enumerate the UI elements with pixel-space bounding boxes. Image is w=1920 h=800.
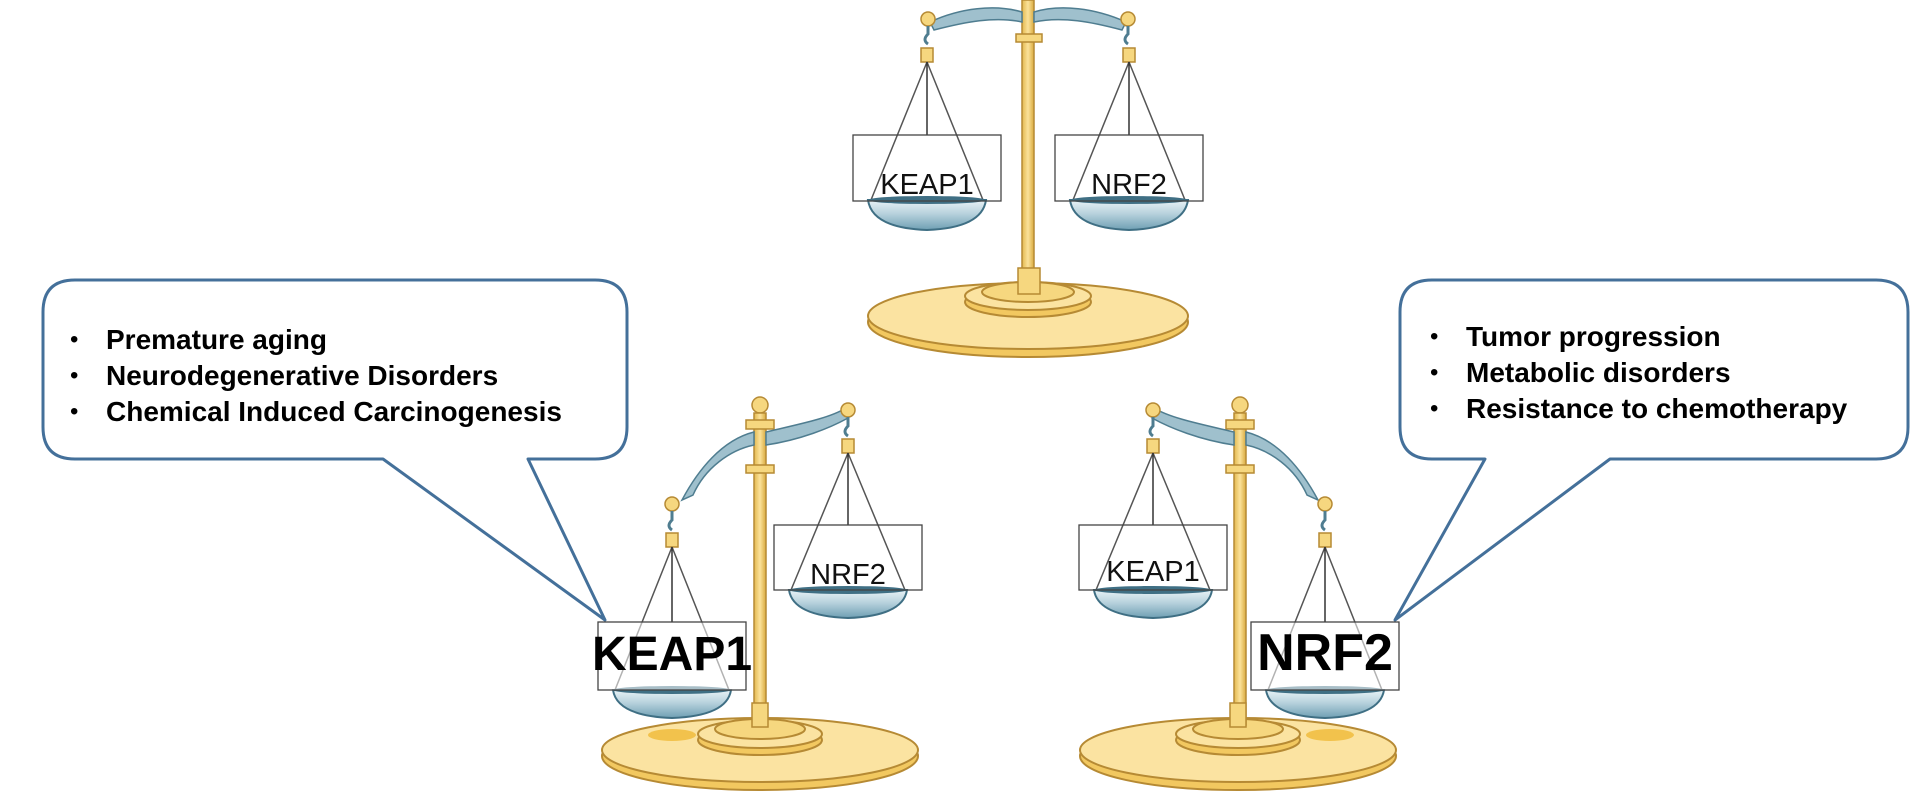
nrf2-dominant-right-label-box: NRF2 — [1250, 621, 1400, 691]
scale-post — [1225, 396, 1255, 728]
left-callout-item: • Neurodegenerative Disorders — [68, 358, 562, 394]
right-callout-list: • Tumor progression • Metabolic disorders … — [1428, 319, 1847, 427]
right-callout-item: • Metabolic disorders — [1428, 355, 1847, 391]
left-callout-bubble — [41, 278, 629, 622]
keap1-dominant-scale: KEAP1 NRF2 — [592, 396, 923, 791]
scale-base — [1079, 717, 1397, 791]
balanced-scale: KEAP1 NRF2 — [852, 0, 1204, 358]
bullet-icon: • — [70, 398, 79, 425]
right-callout-item: • Tumor progression — [1428, 319, 1847, 355]
balanced-right-pan — [1068, 47, 1190, 232]
left-callout-list: • Premature aging • Neurodegenerative Diso… — [68, 322, 562, 430]
bullet-icon: • — [1430, 395, 1439, 422]
bullet-icon: • — [1430, 359, 1439, 386]
scale-post — [745, 396, 775, 728]
keap1-dominant-left-label-box: KEAP1 — [592, 621, 752, 691]
right-callout-item: • Resistance to chemotherapy — [1428, 391, 1847, 427]
scale-beam — [1145, 402, 1333, 532]
balanced-right-label-box: NRF2 — [1054, 134, 1204, 202]
nrf2-dominant-left-pan — [1092, 438, 1214, 620]
balanced-left-label-box: KEAP1 — [852, 134, 1002, 202]
left-callout-item: • Premature aging — [68, 322, 562, 358]
keap1-dominant-left-label: KEAP1 — [592, 628, 752, 681]
keap1-dominant-right-pan — [787, 438, 909, 620]
bullet-icon: • — [1430, 323, 1439, 350]
nrf2-dominant-left-label-box: KEAP1 — [1078, 524, 1228, 591]
keap1-dominant-right-label-box: NRF2 — [773, 524, 923, 591]
keap1-dominant-right-label: NRF2 — [810, 559, 886, 591]
nrf2-dominant-scale: KEAP1 NRF2 — [1078, 396, 1400, 791]
right-callout-bubble — [1393, 278, 1910, 622]
left-callout-item: • Chemical Induced Carcinogenesis — [68, 394, 562, 430]
scale-base — [601, 717, 919, 791]
bullet-icon: • — [70, 326, 79, 353]
balanced-left-pan — [866, 47, 988, 232]
balanced-right-label: NRF2 — [1091, 169, 1167, 201]
scale-base — [867, 281, 1189, 358]
scale-beam — [664, 402, 856, 532]
nrf2-dominant-right-label: NRF2 — [1257, 624, 1393, 682]
scale-post — [1015, 0, 1043, 295]
balanced-left-label: KEAP1 — [880, 169, 974, 201]
nrf2-dominant-left-label: KEAP1 — [1106, 556, 1200, 588]
scale-beam — [920, 7, 1136, 46]
bullet-icon: • — [70, 362, 79, 389]
